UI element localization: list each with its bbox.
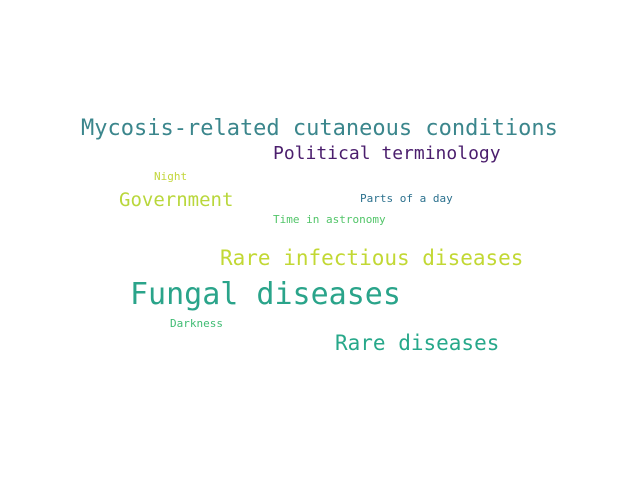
word-fungal-diseases: Fungal diseases	[130, 277, 401, 312]
word-mycosis-related-cutaneous-conditions: Mycosis-related cutaneous conditions	[81, 116, 558, 141]
word-rare-diseases: Rare diseases	[335, 331, 500, 355]
word-government: Government	[119, 189, 234, 211]
word-time-in-astronomy: Time in astronomy	[273, 213, 386, 226]
word-night: Night	[154, 170, 188, 183]
word-political-terminology: Political terminology	[273, 143, 501, 164]
word-rare-infectious-diseases: Rare infectious diseases	[220, 246, 524, 270]
word-darkness: Darkness	[170, 317, 223, 330]
word-parts-of-a-day: Parts of a day	[360, 192, 453, 205]
